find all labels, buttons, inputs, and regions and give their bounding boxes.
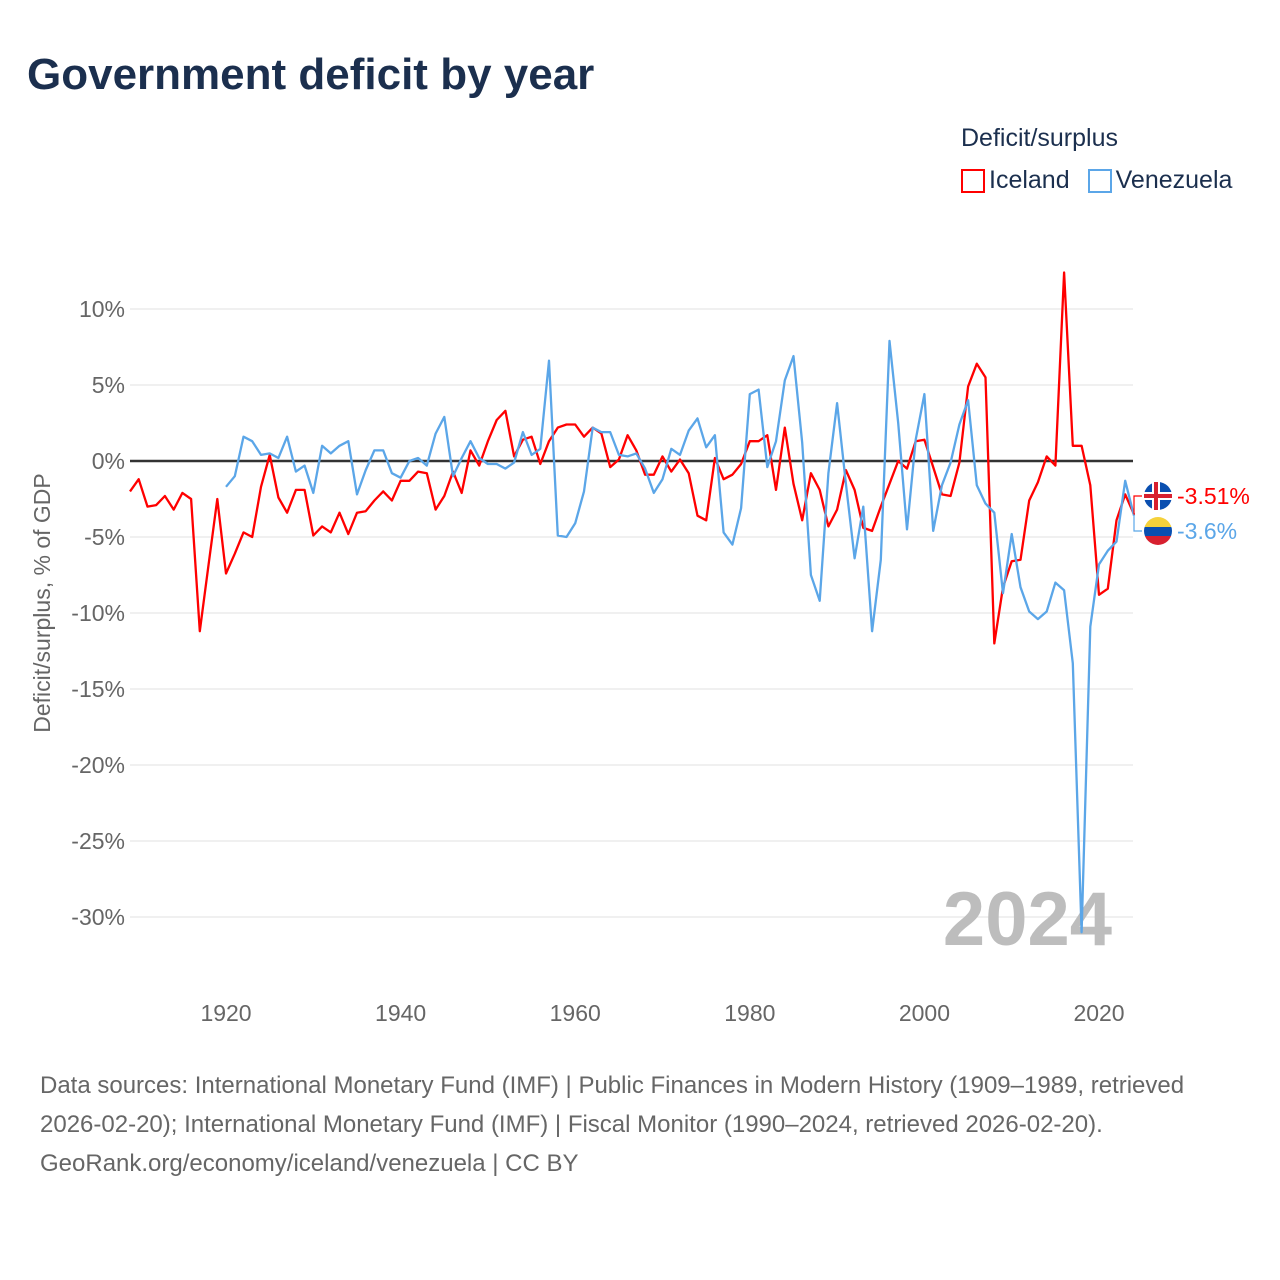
- series-line-iceland: [129, 271, 1136, 645]
- x-tick-label: 2000: [899, 1000, 950, 1026]
- x-tick-label: 1980: [724, 1000, 775, 1026]
- connector-line: [1133, 515, 1142, 532]
- flag-stripe: [1144, 527, 1172, 536]
- legend: Iceland Venezuela: [961, 166, 1232, 195]
- legend-title: Deficit/surplus: [961, 124, 1118, 152]
- flag-cross: [1154, 482, 1158, 510]
- y-tick-label: 0%: [92, 448, 125, 474]
- chart-title: Government deficit by year: [27, 50, 595, 99]
- y-tick-label: -25%: [71, 828, 125, 854]
- y-tick-label: -30%: [71, 904, 125, 930]
- legend-swatch-venezuela: [1087, 168, 1112, 193]
- legend-item-iceland[interactable]: Iceland: [961, 166, 1070, 195]
- end-value-label: -3.51%: [1177, 483, 1250, 509]
- legend-item-venezuela[interactable]: Venezuela: [1087, 166, 1233, 195]
- y-tick-label: 5%: [92, 372, 125, 398]
- x-tick-label: 1960: [550, 1000, 601, 1026]
- data-sources: Data sources: International Monetary Fun…: [40, 1072, 1185, 1138]
- legend-label-iceland: Iceland: [989, 166, 1070, 194]
- y-tick-label: -10%: [71, 600, 125, 626]
- y-tick-label: 10%: [79, 296, 125, 322]
- venezuela-flag-icon: [1144, 517, 1172, 545]
- year-watermark: 2024: [943, 877, 1112, 962]
- x-tick-label: 1920: [200, 1000, 251, 1026]
- credit-link[interactable]: GeoRank.org/economy/iceland/venezuela | …: [40, 1150, 579, 1177]
- legend-swatch-iceland: [961, 168, 985, 193]
- x-tick-label: 2020: [1073, 1000, 1124, 1026]
- y-tick-label: -15%: [71, 676, 125, 702]
- end-value-label: -3.6%: [1177, 518, 1237, 544]
- y-axis-label: Deficit/surplus, % of GDP: [29, 473, 55, 732]
- series-line-venezuela: [225, 339, 1136, 934]
- legend-label-venezuela: Venezuela: [1115, 166, 1233, 194]
- y-tick-label: -5%: [84, 524, 125, 550]
- connector-line: [1133, 495, 1142, 515]
- flag-stripe: [1144, 536, 1172, 545]
- y-tick-label: -20%: [71, 752, 125, 778]
- flag-stripe: [1144, 517, 1172, 527]
- footer: Data sources: International Monetary Fun…: [40, 1066, 1240, 1183]
- x-tick-label: 1940: [375, 1000, 426, 1026]
